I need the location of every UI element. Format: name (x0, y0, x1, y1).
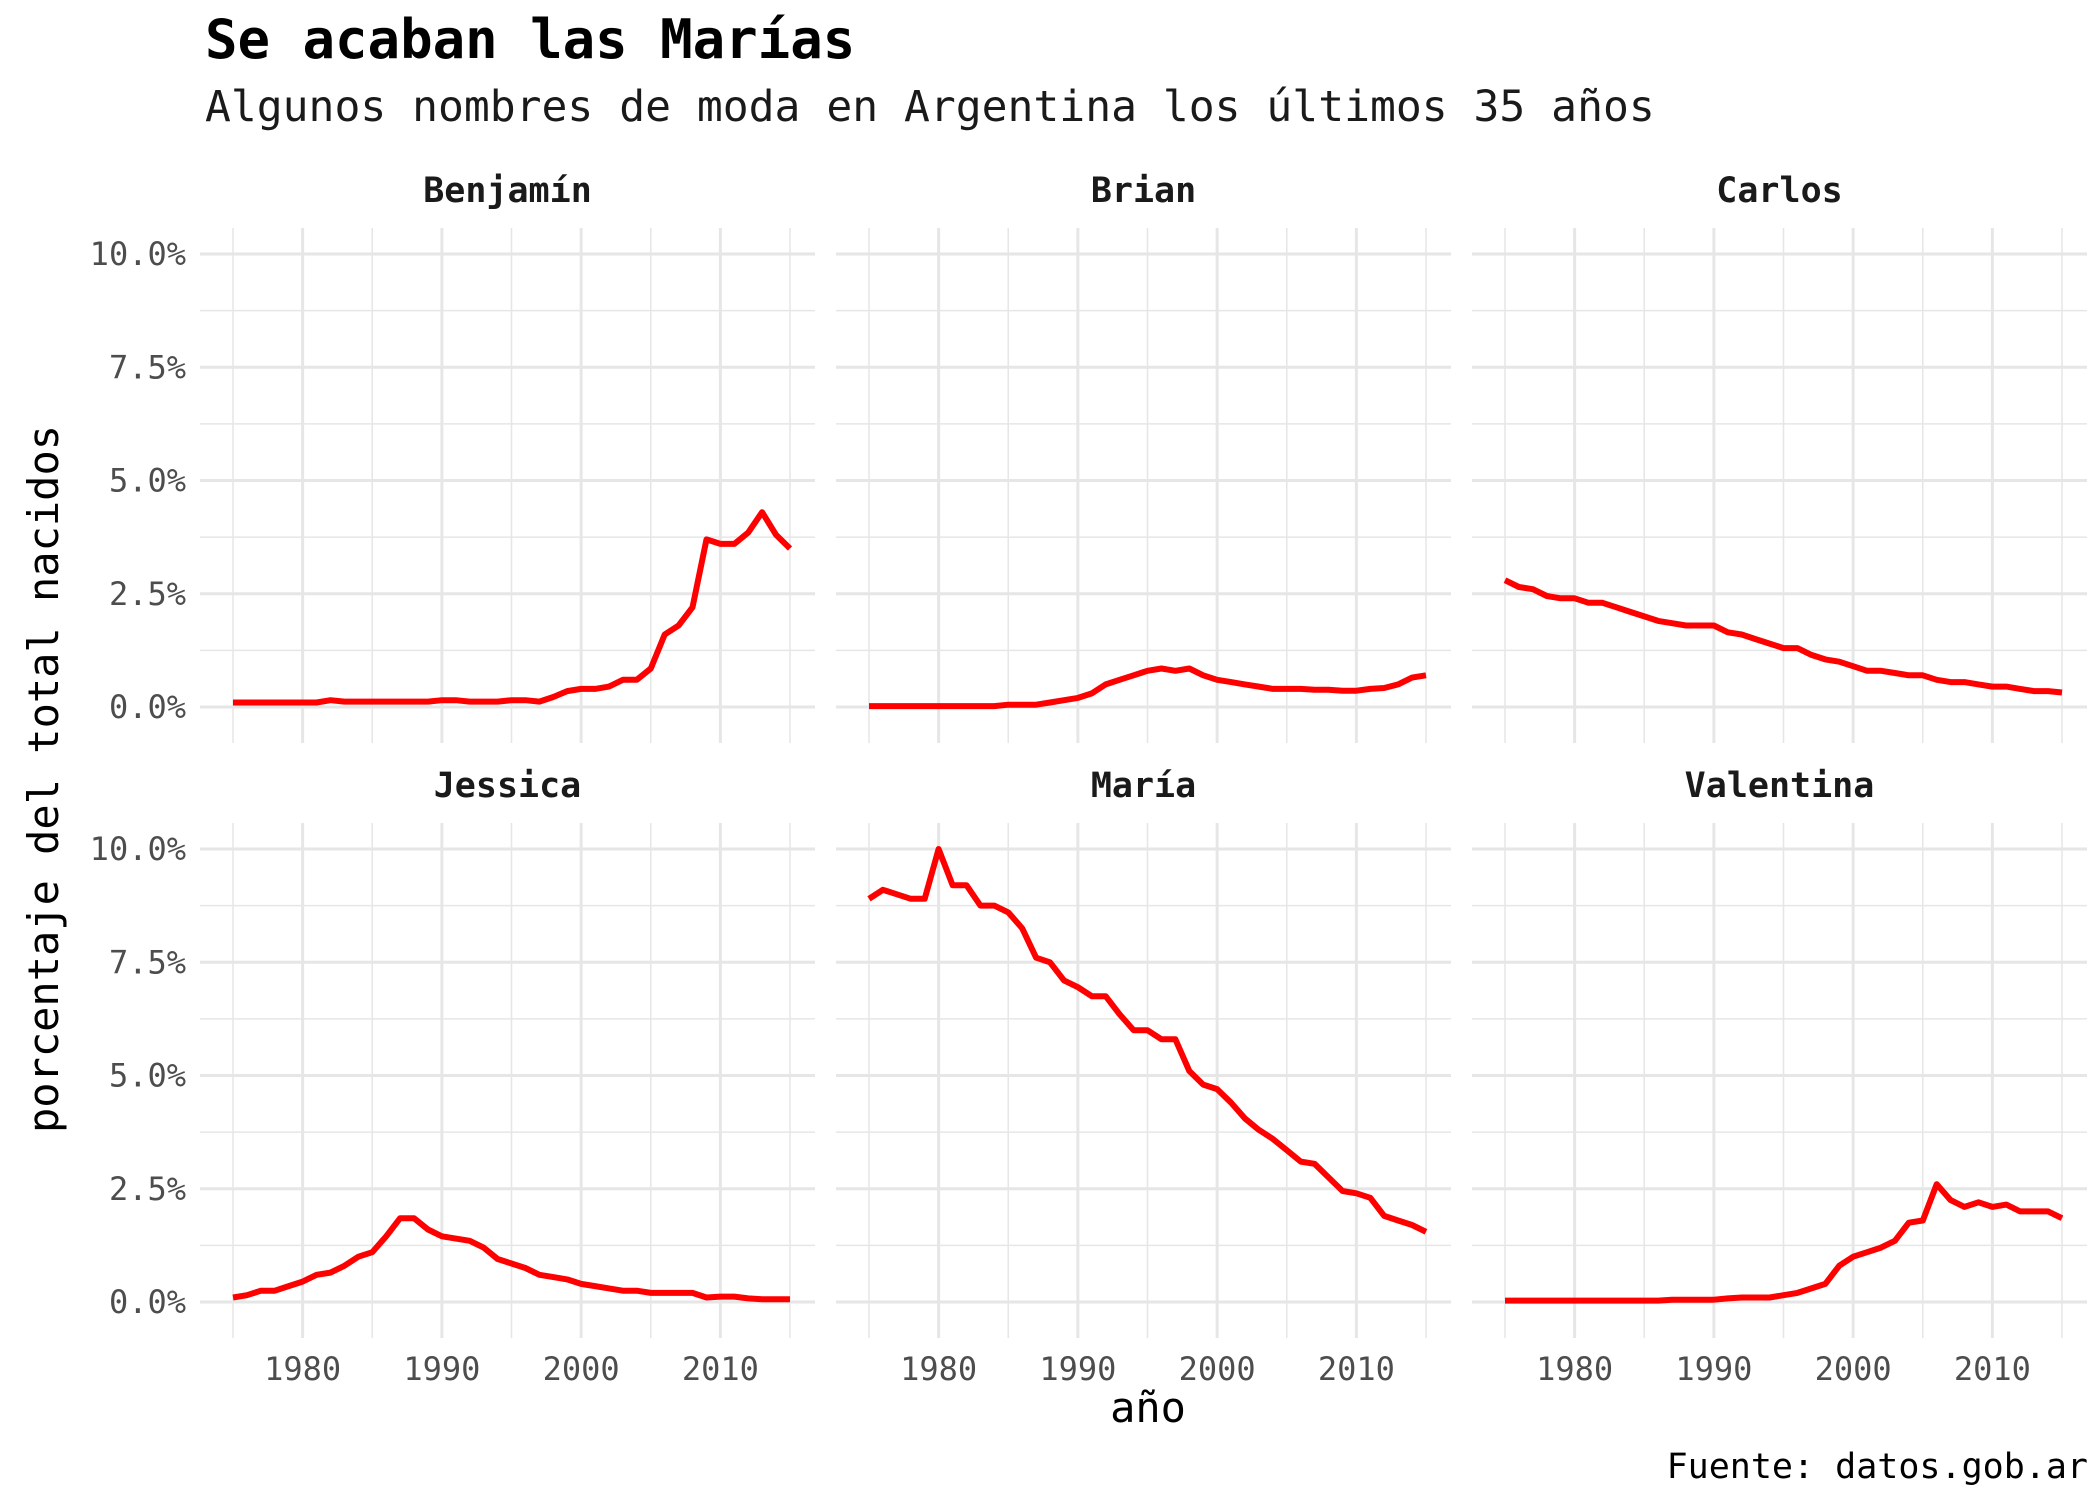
series-line (1503, 577, 2063, 696)
x-tick-label: 2000 (543, 1350, 620, 1388)
facet-panel: María 1980 1990 2000 2010 (836, 766, 1451, 1388)
facet-panel: Jessica 0.0% 2.5% 5.0% 7.5% 10.0% 1980 1990 2000… (90, 766, 815, 1388)
x-tick-label: 2010 (682, 1350, 759, 1388)
facet-panel: Brian (836, 171, 1451, 743)
facet-label: Brian (1091, 171, 1196, 211)
x-axis-label: año (1110, 1383, 1186, 1432)
facet-panel: Valentina 1980 1990 2000 2010 (1472, 766, 2087, 1388)
y-tick-label: 5.0% (109, 1057, 186, 1095)
series-line (869, 665, 1427, 710)
x-tick-label: 1990 (403, 1350, 480, 1388)
x-tick-label: 1990 (1675, 1350, 1752, 1388)
x-tick-label: 2010 (1954, 1350, 2031, 1388)
facet-panel: Carlos (1472, 171, 2087, 743)
y-tick-label: 7.5% (109, 348, 186, 386)
y-tick-label: 5.0% (109, 462, 186, 500)
y-tick-label: 0.0% (109, 1283, 186, 1321)
y-tick-label: 2.5% (109, 1170, 186, 1208)
y-tick-label: 7.5% (109, 943, 186, 981)
caption: Fuente: datos.gob.ar (1667, 1447, 2088, 1487)
x-tick-label: 1980 (1536, 1350, 1613, 1388)
y-tick-label: 10.0% (90, 830, 186, 868)
y-tick-label: 2.5% (109, 575, 186, 613)
x-tick-label: 2010 (1318, 1350, 1395, 1388)
y-tick-label: 10.0% (90, 235, 186, 273)
facet-panel: Benjamín 0.0% 2.5% 5.0% 7.5% 10.0% (90, 171, 815, 743)
chart-title: Se acaban las Marías (205, 8, 856, 71)
facet-label: Jessica (434, 766, 582, 806)
x-tick-label: 2000 (1179, 1350, 1256, 1388)
y-tick-label: 0.0% (109, 688, 186, 726)
x-tick-label: 1990 (1039, 1350, 1116, 1388)
series-line (233, 509, 793, 706)
x-tick-label: 1980 (900, 1350, 977, 1388)
facet-label: Benjamín (423, 171, 592, 211)
facet-label: María (1091, 766, 1196, 806)
facet-label: Valentina (1685, 766, 1875, 806)
series-line (867, 846, 1428, 1235)
facet-label: Carlos (1716, 171, 1842, 211)
chart-subtitle: Algunos nombres de moda en Argentina los… (205, 82, 1655, 132)
series-line (232, 1215, 790, 1303)
x-tick-label: 2000 (1815, 1350, 1892, 1388)
series-line (1505, 1181, 2064, 1304)
y-axis-label: porcentaje del total nacidos (19, 425, 68, 1133)
x-tick-label: 1980 (264, 1350, 341, 1388)
